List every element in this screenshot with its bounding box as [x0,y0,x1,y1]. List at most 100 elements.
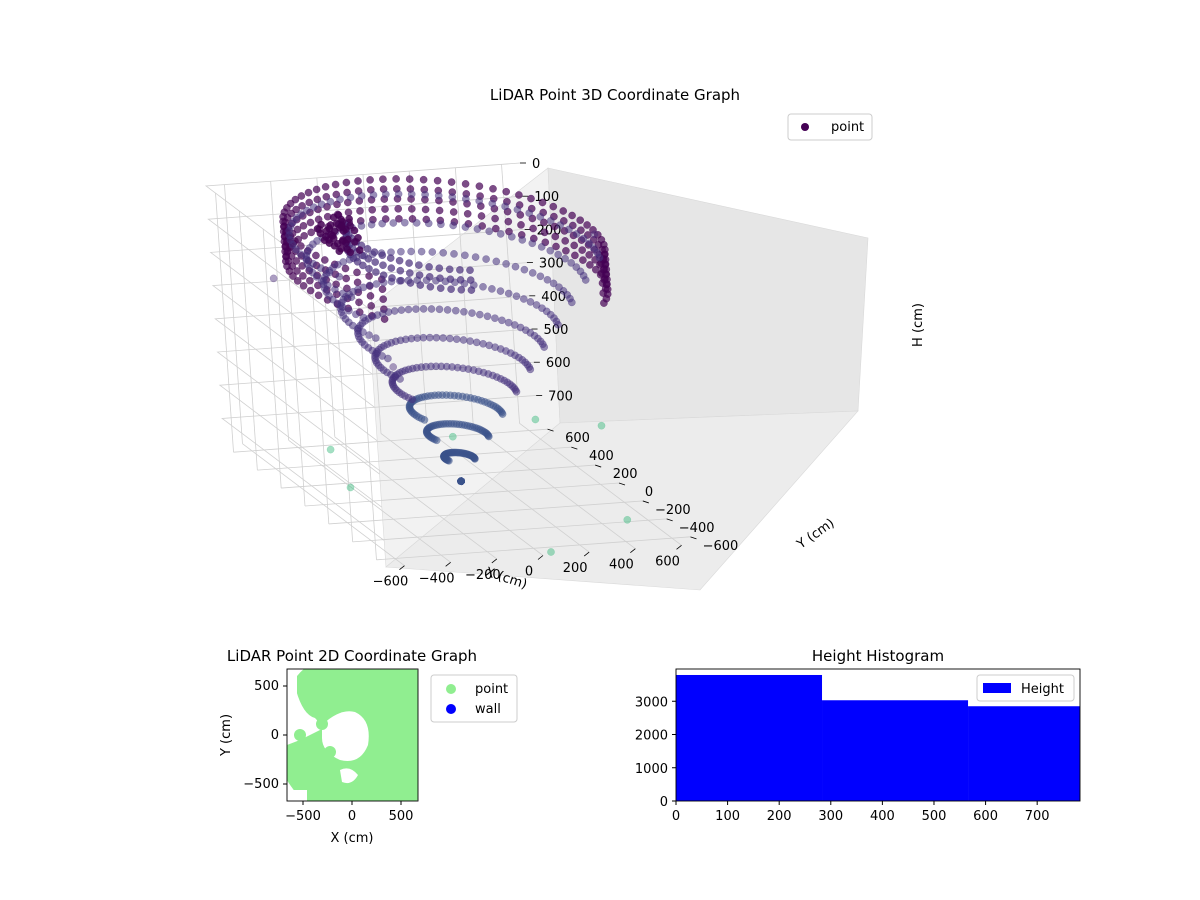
grid-line [215,193,234,453]
point-marker [417,247,426,256]
point-marker [350,226,359,235]
grid-line [473,426,636,550]
point-marker [443,306,452,314]
point-marker [296,250,305,259]
point-marker [491,314,499,323]
point-marker [447,178,456,186]
point-marker [317,264,325,272]
grid-line [454,167,474,427]
z-axis-label-3d: H (cm) [911,303,926,347]
point-marker [366,292,375,300]
point-marker [583,221,591,229]
y-tick-3d [642,500,649,504]
point-marker [330,241,339,250]
x-tick-2d: 0 [348,809,356,824]
point-marker [359,313,368,322]
point-marker [546,216,555,225]
point-marker [556,221,565,229]
point-marker [381,205,389,213]
point-marker [585,251,594,259]
point-marker [425,263,433,271]
x-tick-3d [537,555,544,560]
point-marker [318,277,326,286]
legend-2d: point wall [430,674,518,723]
histogram-x-tick-label: 0 [672,809,680,824]
point-marker [570,241,579,250]
point-marker [447,285,455,294]
point-marker [396,266,405,275]
point-marker [413,276,422,285]
point-marker [338,303,347,311]
histogram-bar [676,674,823,801]
point-marker [504,217,513,226]
outlier-marker [547,548,555,556]
histogram-x-tick-label: 300 [818,809,843,824]
point-marker [421,205,430,214]
point-marker [433,176,442,185]
point-marker [518,236,527,244]
point-marker [337,222,346,231]
grid-line [238,211,258,471]
point-marker [306,276,314,285]
point-marker [307,228,316,237]
point-marker [461,251,469,260]
point-marker [515,191,523,199]
x-axis-label-2d: X (cm) [331,831,374,846]
point-marker [477,212,486,220]
y-tick-label-3d: 200 [613,467,638,482]
point-marker [448,193,457,201]
y-tick-label-3d: 600 [565,431,590,446]
point-marker [293,277,302,285]
z-tick-label-3d: 100 [534,190,559,205]
x-tick-label-3d: 400 [609,558,634,573]
point-marker [562,246,570,255]
point-marker [407,247,415,256]
point-marker [441,277,450,286]
point-marker [394,190,403,198]
point-marker [395,276,404,285]
legend-label-wall-2d: wall [475,702,501,717]
point-marker [469,281,478,289]
y-tick-3d [618,482,626,486]
point-marker [392,175,400,183]
point-marker [424,219,433,228]
point-marker [426,282,435,291]
point-marker [527,194,535,203]
y-tick-2d: −500 [243,777,279,792]
point-marker [353,325,362,333]
point-marker [292,257,301,265]
histogram-x-tick-label: 700 [1025,809,1050,824]
point-marker [559,207,568,215]
point-marker [561,254,569,263]
legend-label-point-2d: point [475,682,508,697]
point-marker [412,219,421,227]
point-marker [394,204,403,213]
point-marker [456,266,464,274]
point-marker [346,221,354,230]
point-marker [532,301,541,309]
point-marker [297,192,306,200]
point-marker [461,223,470,231]
point-marker [343,245,352,254]
point-marker [329,213,338,222]
point-marker [491,224,500,233]
point-marker [378,285,387,294]
point-marker [540,228,549,237]
point-marker [397,247,405,256]
point-marker [287,252,296,260]
point-marker [593,230,602,239]
point-marker [387,264,396,272]
point-marker [461,195,470,203]
chart-2d-title: LiDAR Point 2D Coordinate Graph [227,647,477,665]
legend-marker-point-2d [446,684,456,694]
point-marker [368,250,377,259]
point-marker [419,175,428,184]
point-marker [466,266,474,275]
point-marker [371,258,380,266]
y-tick-label-3d: 0 [645,485,653,500]
point-marker [422,276,431,285]
point-marker [384,354,392,363]
y-axis-label-2d: Y (cm) [219,714,234,757]
histogram-y-tick-label: 2000 [635,729,668,744]
